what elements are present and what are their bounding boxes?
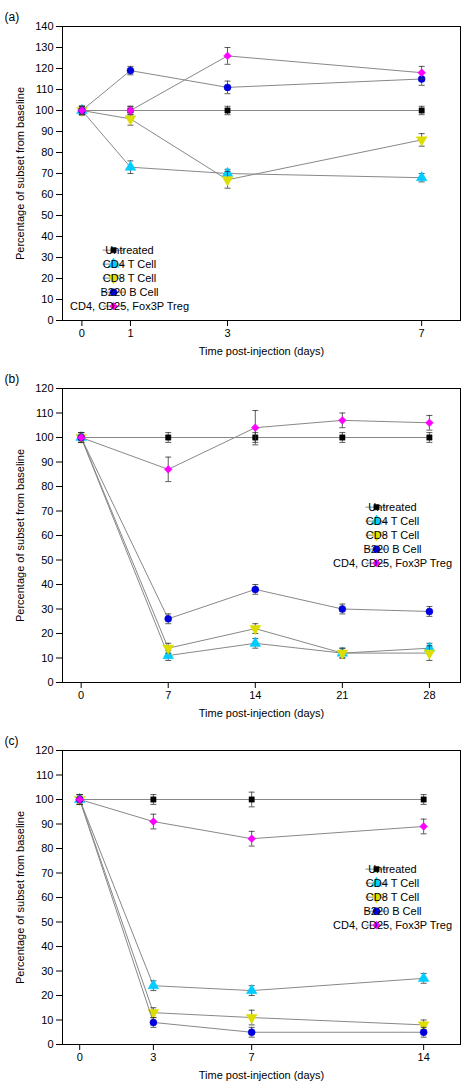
svg-text:7: 7 bbox=[249, 1051, 255, 1063]
svg-text:(c): (c) bbox=[5, 734, 19, 748]
svg-text:0: 0 bbox=[77, 1051, 83, 1063]
svg-text:50: 50 bbox=[41, 209, 53, 221]
svg-text:0: 0 bbox=[79, 327, 85, 339]
svg-text:40: 40 bbox=[41, 230, 53, 242]
svg-text:14: 14 bbox=[249, 689, 261, 701]
svg-text:Untreated: Untreated bbox=[368, 863, 416, 875]
svg-text:7: 7 bbox=[165, 689, 171, 701]
svg-text:30: 30 bbox=[41, 603, 53, 615]
svg-text:Time post-injection (days): Time post-injection (days) bbox=[199, 345, 325, 357]
svg-text:CD4 T Cell: CD4 T Cell bbox=[103, 258, 156, 270]
svg-text:110: 110 bbox=[36, 83, 54, 95]
svg-text:50: 50 bbox=[41, 916, 53, 928]
svg-text:120: 120 bbox=[35, 744, 53, 756]
svg-text:CD4 T Cell: CD4 T Cell bbox=[366, 877, 419, 889]
svg-text:0: 0 bbox=[78, 689, 84, 701]
svg-text:60: 60 bbox=[41, 188, 53, 200]
svg-text:80: 80 bbox=[41, 480, 53, 492]
svg-text:30: 30 bbox=[41, 251, 53, 263]
svg-text:28: 28 bbox=[423, 689, 435, 701]
svg-text:20: 20 bbox=[41, 272, 53, 284]
svg-text:CD4, CD25, Fox3P Treg: CD4, CD25, Fox3P Treg bbox=[70, 300, 189, 312]
svg-text:Percentage of subset from base: Percentage of subset from baseline bbox=[14, 811, 26, 984]
svg-text:1: 1 bbox=[127, 327, 133, 339]
svg-text:40: 40 bbox=[41, 578, 53, 590]
svg-text:CD8 T Cell: CD8 T Cell bbox=[366, 891, 419, 903]
svg-text:14: 14 bbox=[418, 1051, 430, 1063]
svg-text:B220 B Cell: B220 B Cell bbox=[363, 543, 421, 555]
svg-text:130: 130 bbox=[35, 41, 53, 53]
svg-text:120: 120 bbox=[35, 382, 53, 394]
svg-text:80: 80 bbox=[41, 842, 53, 854]
svg-text:B220 B Cell: B220 B Cell bbox=[100, 286, 158, 298]
svg-text:110: 110 bbox=[36, 769, 54, 781]
svg-text:Untreated: Untreated bbox=[368, 501, 416, 513]
svg-text:CD4 T Cell: CD4 T Cell bbox=[366, 515, 419, 527]
svg-text:Percentage of subset from base: Percentage of subset from baseline bbox=[14, 87, 26, 260]
svg-text:20: 20 bbox=[41, 989, 53, 1001]
svg-text:Percentage of subset from base: Percentage of subset from baseline bbox=[14, 449, 26, 622]
svg-text:10: 10 bbox=[41, 1014, 53, 1026]
svg-text:110: 110 bbox=[36, 407, 54, 419]
svg-text:0: 0 bbox=[47, 314, 53, 326]
svg-text:80: 80 bbox=[41, 146, 53, 158]
svg-text:21: 21 bbox=[336, 689, 348, 701]
svg-text:10: 10 bbox=[41, 652, 53, 664]
svg-text:120: 120 bbox=[35, 62, 53, 74]
svg-text:CD8 T Cell: CD8 T Cell bbox=[366, 529, 419, 541]
svg-text:7: 7 bbox=[419, 327, 425, 339]
svg-text:100: 100 bbox=[35, 431, 53, 443]
svg-text:90: 90 bbox=[41, 456, 53, 468]
svg-text:B220 B Cell: B220 B Cell bbox=[363, 905, 421, 917]
svg-text:100: 100 bbox=[35, 104, 53, 116]
svg-text:3: 3 bbox=[224, 327, 230, 339]
svg-text:70: 70 bbox=[41, 505, 53, 517]
svg-text:60: 60 bbox=[41, 529, 53, 541]
svg-text:0: 0 bbox=[47, 676, 53, 688]
svg-text:Time post-injection (days): Time post-injection (days) bbox=[199, 1069, 325, 1081]
svg-text:CD4, CD25, Fox3P Treg: CD4, CD25, Fox3P Treg bbox=[333, 557, 452, 569]
svg-text:(a): (a) bbox=[5, 10, 20, 24]
svg-text:30: 30 bbox=[41, 965, 53, 977]
svg-text:50: 50 bbox=[41, 554, 53, 566]
svg-text:CD8 T Cell: CD8 T Cell bbox=[103, 272, 156, 284]
svg-text:(b): (b) bbox=[5, 372, 20, 386]
svg-text:140: 140 bbox=[35, 20, 53, 32]
svg-text:20: 20 bbox=[41, 627, 53, 639]
svg-text:70: 70 bbox=[41, 867, 53, 879]
svg-text:90: 90 bbox=[41, 125, 53, 137]
svg-text:70: 70 bbox=[41, 167, 53, 179]
svg-text:40: 40 bbox=[41, 940, 53, 952]
svg-text:CD4, CD25, Fox3P Treg: CD4, CD25, Fox3P Treg bbox=[333, 919, 452, 931]
svg-text:90: 90 bbox=[41, 818, 53, 830]
svg-text:3: 3 bbox=[150, 1051, 156, 1063]
svg-text:10: 10 bbox=[41, 293, 53, 305]
svg-text:100: 100 bbox=[35, 793, 53, 805]
svg-text:Untreated: Untreated bbox=[105, 244, 153, 256]
svg-text:0: 0 bbox=[47, 1038, 53, 1050]
svg-text:60: 60 bbox=[41, 891, 53, 903]
svg-text:Time post-injection (days): Time post-injection (days) bbox=[199, 707, 325, 719]
